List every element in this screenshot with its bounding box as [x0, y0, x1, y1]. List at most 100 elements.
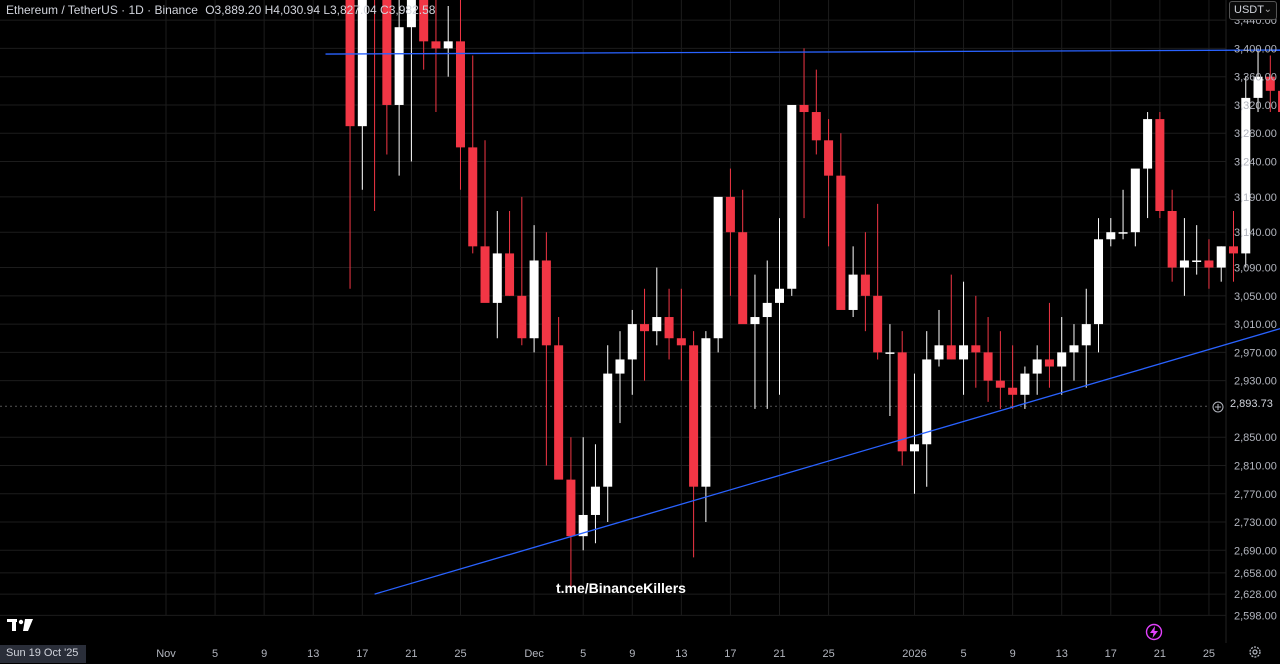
- y-tick-label: 2,850.00: [1234, 432, 1277, 444]
- x-tick-label: 17: [724, 648, 736, 660]
- candle-body: [517, 295, 527, 339]
- y-tick-label: 2,658.00: [1234, 568, 1277, 580]
- grid: [0, 0, 1227, 643]
- candle-body: [1094, 239, 1104, 325]
- candle-body: [554, 345, 564, 480]
- candle-body: [1253, 76, 1263, 98]
- x-tick-label: 13: [307, 648, 319, 660]
- currency-select[interactable]: USDT ⌄: [1229, 1, 1277, 20]
- candle-body: [1069, 345, 1079, 353]
- ohlc-l: L3,827.04: [323, 3, 381, 17]
- last-price-label: 2,893.73: [1230, 398, 1273, 410]
- candle-body: [1020, 373, 1030, 395]
- x-tick-label: 5: [212, 648, 218, 660]
- trendlines[interactable]: [325, 49, 1280, 595]
- candle-body: [897, 352, 907, 452]
- candle-body: [640, 324, 650, 332]
- candle-body: [725, 196, 735, 233]
- y-tick-label: 3,090.00: [1234, 263, 1277, 275]
- watermark-text: t.me/BinanceKillers: [556, 580, 686, 596]
- ohlc-o: O3,889.20: [205, 3, 265, 17]
- y-tick-label: 3,050.00: [1234, 291, 1277, 303]
- candle-body: [382, 0, 392, 105]
- gear-icon[interactable]: [1248, 645, 1262, 659]
- candle-body: [345, 0, 355, 127]
- candle-body: [1204, 260, 1214, 268]
- candle-body: [615, 359, 625, 374]
- candle-body: [971, 345, 981, 353]
- x-tick-label: 21: [405, 648, 417, 660]
- y-tick-label: 2,628.00: [1234, 589, 1277, 601]
- candle-body: [1179, 260, 1189, 268]
- candle-body: [1265, 76, 1275, 91]
- chart-header: Ethereum / TetherUS · 1D · Binance O3,88…: [6, 3, 435, 17]
- candle-body: [676, 338, 686, 346]
- x-tick-label: 5: [960, 648, 966, 660]
- tradingview-logo-icon[interactable]: [6, 617, 34, 633]
- candle-body: [787, 104, 797, 289]
- candle-body: [394, 27, 404, 105]
- x-tick-label: 13: [1056, 648, 1068, 660]
- candle-body: [983, 352, 993, 381]
- crosshair-plus-icon[interactable]: [1212, 400, 1224, 413]
- price-axis[interactable]: 3,440.003,400.003,360.003,320.003,280.00…: [1234, 15, 1277, 622]
- candle-body: [922, 359, 932, 445]
- candle-body: [492, 253, 502, 303]
- y-tick-label: 2,930.00: [1234, 376, 1277, 388]
- currency-label: USDT: [1234, 4, 1264, 16]
- candle-body: [566, 479, 576, 537]
- symbol-title[interactable]: Ethereum / TetherUS · 1D · Binance: [6, 3, 198, 17]
- x-tick-label: 25: [822, 648, 834, 660]
- candle-body: [1032, 359, 1042, 374]
- y-tick-label: 3,190.00: [1234, 192, 1277, 204]
- candle-body: [713, 196, 723, 339]
- x-tick-label: 5: [580, 648, 586, 660]
- trendline-support: [374, 327, 1280, 595]
- time-axis[interactable]: Nov 5 9 13 17 21 25 Dec 5 9 13 17 21 25 2026 5 9 13 17 21 25: [156, 648, 1215, 660]
- candle-body: [811, 112, 821, 141]
- candle-body: [455, 41, 465, 148]
- candle-body: [1216, 246, 1226, 268]
- candle-body: [775, 288, 784, 303]
- candle-body: [419, 0, 429, 42]
- y-tick-label: 3,400.00: [1234, 43, 1277, 55]
- candle-body: [1143, 119, 1153, 169]
- y-tick-label: 3,280.00: [1234, 128, 1277, 140]
- candle-body: [738, 232, 748, 325]
- candle-body: [1106, 232, 1116, 240]
- candle-body: [406, 0, 416, 28]
- candle-body: [1081, 324, 1091, 346]
- candle-body: [836, 175, 846, 310]
- candle-body: [1192, 260, 1202, 262]
- candle-body: [1167, 211, 1177, 268]
- candle-body: [848, 274, 858, 310]
- x-tick-label: 17: [1105, 648, 1117, 660]
- candle-body: [431, 41, 441, 49]
- x-tick-label: 9: [261, 648, 267, 660]
- candle-body: [885, 352, 895, 354]
- y-tick-label: 2,770.00: [1234, 489, 1277, 501]
- x-tick-label: 21: [1154, 648, 1166, 660]
- candle-body: [934, 345, 944, 360]
- candle-body: [627, 324, 637, 360]
- candle-body: [443, 41, 453, 49]
- candle-body: [701, 338, 711, 487]
- candle-body: [750, 317, 760, 325]
- x-tick-label: 13: [675, 648, 687, 660]
- y-tick-label: 3,010.00: [1234, 319, 1277, 331]
- candle-body: [1008, 387, 1018, 395]
- candle-body: [1241, 97, 1251, 254]
- candle-body: [652, 317, 662, 332]
- x-tick-label: 25: [454, 648, 466, 660]
- candle-body: [578, 514, 588, 537]
- candle-body: [357, 0, 367, 127]
- x-tick-label: 9: [1010, 648, 1016, 660]
- y-tick-label: 3,360.00: [1234, 72, 1277, 84]
- lightning-icon[interactable]: [1145, 623, 1163, 641]
- candle-body: [529, 260, 539, 339]
- candle-body: [1044, 359, 1054, 367]
- candle-body: [505, 253, 515, 296]
- y-tick-label: 2,730.00: [1234, 517, 1277, 529]
- candle-body: [480, 246, 490, 303]
